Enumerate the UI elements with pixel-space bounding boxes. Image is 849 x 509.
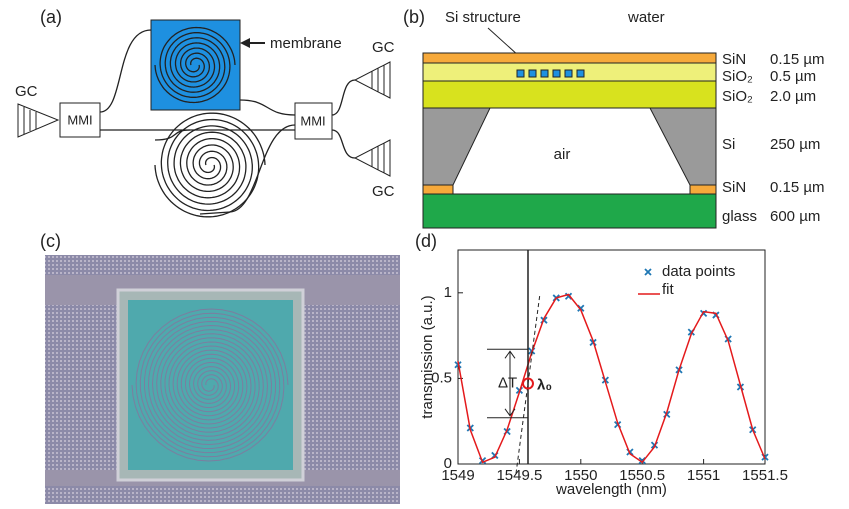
legend-marker — [645, 269, 651, 275]
label: Si structure — [445, 9, 521, 26]
membrane-label: membrane — [270, 35, 342, 52]
arrowhead — [240, 38, 250, 48]
legend-label: fit — [662, 281, 675, 298]
grating-coupler — [355, 62, 390, 98]
layer-name: SiO₂ — [722, 68, 753, 85]
gc-label: GC — [372, 183, 395, 200]
y-axis-label: transmission (a.u.) — [419, 295, 436, 418]
x-tick-label: 1549.5 — [496, 467, 542, 484]
layer-name: SiN — [722, 179, 746, 196]
mmi-label: MMI — [300, 113, 325, 128]
layer-name: glass — [722, 208, 757, 225]
annotation-text: ΔT — [498, 375, 517, 392]
layer-thickness: 0.15 µm — [770, 179, 825, 196]
y-tick-label: 0 — [444, 455, 452, 472]
label: air — [554, 146, 571, 163]
y-tick-label: 1 — [444, 284, 452, 301]
x-tick-label: 1551 — [687, 467, 720, 484]
layer — [423, 194, 716, 228]
panel-label: (c) — [40, 231, 61, 251]
label: water — [627, 9, 665, 26]
layer-name: SiO₂ — [722, 88, 753, 105]
layer — [423, 185, 453, 194]
page: (a) membrane GC GC GC MMI MMI (b) Si str… — [0, 0, 849, 504]
membrane-box — [151, 20, 240, 110]
layer — [423, 81, 716, 108]
legend-label: data points — [662, 263, 735, 280]
layer-name: Si — [722, 136, 735, 153]
layer-thickness: 0.15 µm — [770, 51, 825, 68]
panel-label: (d) — [415, 231, 437, 251]
x-axis-label: wavelength (nm) — [555, 481, 667, 498]
grating-coupler — [18, 104, 58, 137]
annotation-text: λ₀ — [537, 377, 552, 394]
gc-label: GC — [15, 83, 38, 100]
layer-thickness: 600 µm — [770, 208, 820, 225]
panel-label: (a) — [40, 7, 62, 27]
layer-name: SiN — [722, 51, 746, 68]
x-tick-label: 1551.5 — [742, 467, 788, 484]
layer — [423, 53, 716, 63]
layer-labels: SiN 0.15 µm SiO₂ 0.5 µm SiO₂ 2.0 µm Si 250 µm Si… — [722, 51, 825, 225]
layer — [690, 185, 716, 194]
mmi-label: MMI — [67, 112, 92, 127]
gc-label: GC — [372, 39, 395, 56]
plot-frame — [458, 250, 765, 464]
layer-thickness: 2.0 µm — [770, 88, 816, 105]
grating-coupler — [355, 140, 390, 176]
panel-label: (b) — [403, 7, 425, 27]
layer-thickness: 0.5 µm — [770, 68, 816, 85]
spiral — [155, 113, 265, 217]
layer-thickness: 250 µm — [770, 136, 820, 153]
figure: (a) membrane GC GC GC MMI MMI (b) Si str… — [0, 0, 849, 504]
